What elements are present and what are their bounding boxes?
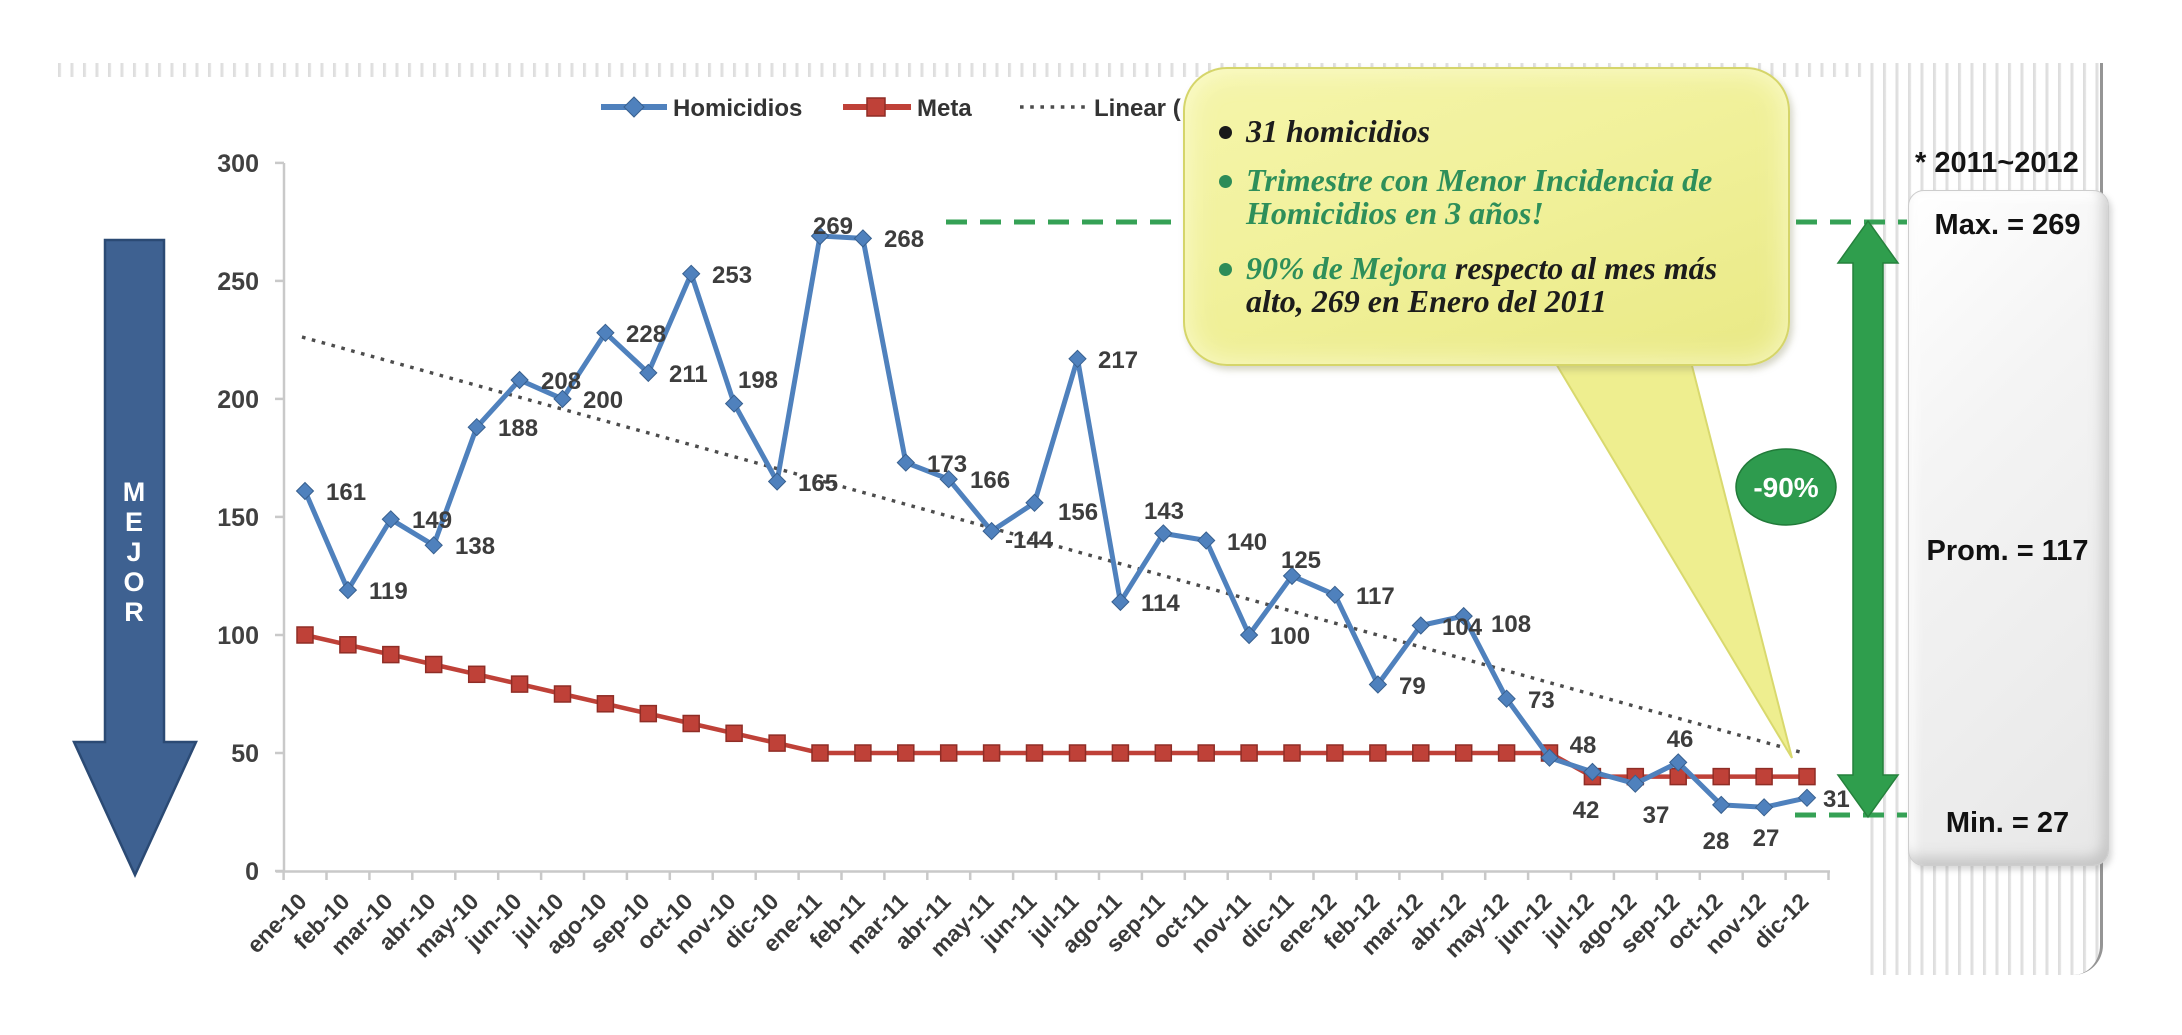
svg-text:E: E [125,507,143,537]
svg-text:50: 50 [231,740,259,768]
svg-text:27: 27 [1753,825,1780,852]
svg-text:149: 149 [412,507,452,534]
svg-text:Homicidios: Homicidios [673,95,802,122]
svg-text:198: 198 [738,367,778,394]
svg-text:108: 108 [1491,611,1531,638]
svg-text:100: 100 [1270,623,1310,650]
svg-text:268: 268 [884,226,924,253]
svg-text:165: 165 [798,470,838,497]
svg-text:73: 73 [1528,687,1555,714]
svg-text:125: 125 [1281,547,1321,574]
svg-text:Linear (: Linear ( [1094,95,1181,122]
svg-text:117: 117 [1356,583,1395,610]
svg-text:188: 188 [498,415,538,442]
svg-text:140: 140 [1227,529,1267,556]
svg-text:253: 253 [712,262,752,289]
svg-text:156: 156 [1058,499,1098,526]
svg-text:166: 166 [970,467,1010,494]
svg-text:150: 150 [217,504,259,532]
svg-text:200: 200 [583,387,623,414]
svg-text:217: 217 [1098,347,1138,374]
svg-text:300: 300 [217,150,259,178]
svg-text:250: 250 [217,268,259,296]
svg-text:-144: -144 [1005,527,1054,554]
svg-text:31: 31 [1823,786,1850,813]
svg-text:114: 114 [1141,590,1180,617]
svg-text:46: 46 [1667,726,1694,753]
svg-text:173: 173 [927,451,967,478]
svg-text:Meta: Meta [917,95,972,122]
svg-text:O: O [123,567,144,597]
svg-text:100: 100 [217,622,259,650]
svg-text:138: 138 [455,533,495,560]
svg-text:79: 79 [1399,673,1426,700]
svg-text:J: J [126,537,141,567]
svg-text:211: 211 [669,361,708,388]
svg-text:M: M [123,477,146,507]
svg-text:200: 200 [217,386,259,414]
svg-text:228: 228 [626,321,666,348]
svg-text:48: 48 [1570,732,1597,759]
svg-text:R: R [124,597,144,627]
svg-text:161: 161 [326,479,366,506]
svg-text:37: 37 [1643,802,1670,829]
svg-text:208: 208 [541,368,581,395]
svg-text:104: 104 [1442,614,1483,641]
svg-text:28: 28 [1703,828,1730,855]
svg-text:269: 269 [813,213,853,240]
svg-text:0: 0 [245,858,259,886]
svg-text:119: 119 [369,578,408,605]
svg-text:143: 143 [1144,498,1184,525]
svg-text:-90%: -90% [1753,472,1818,503]
svg-text:42: 42 [1573,797,1600,824]
